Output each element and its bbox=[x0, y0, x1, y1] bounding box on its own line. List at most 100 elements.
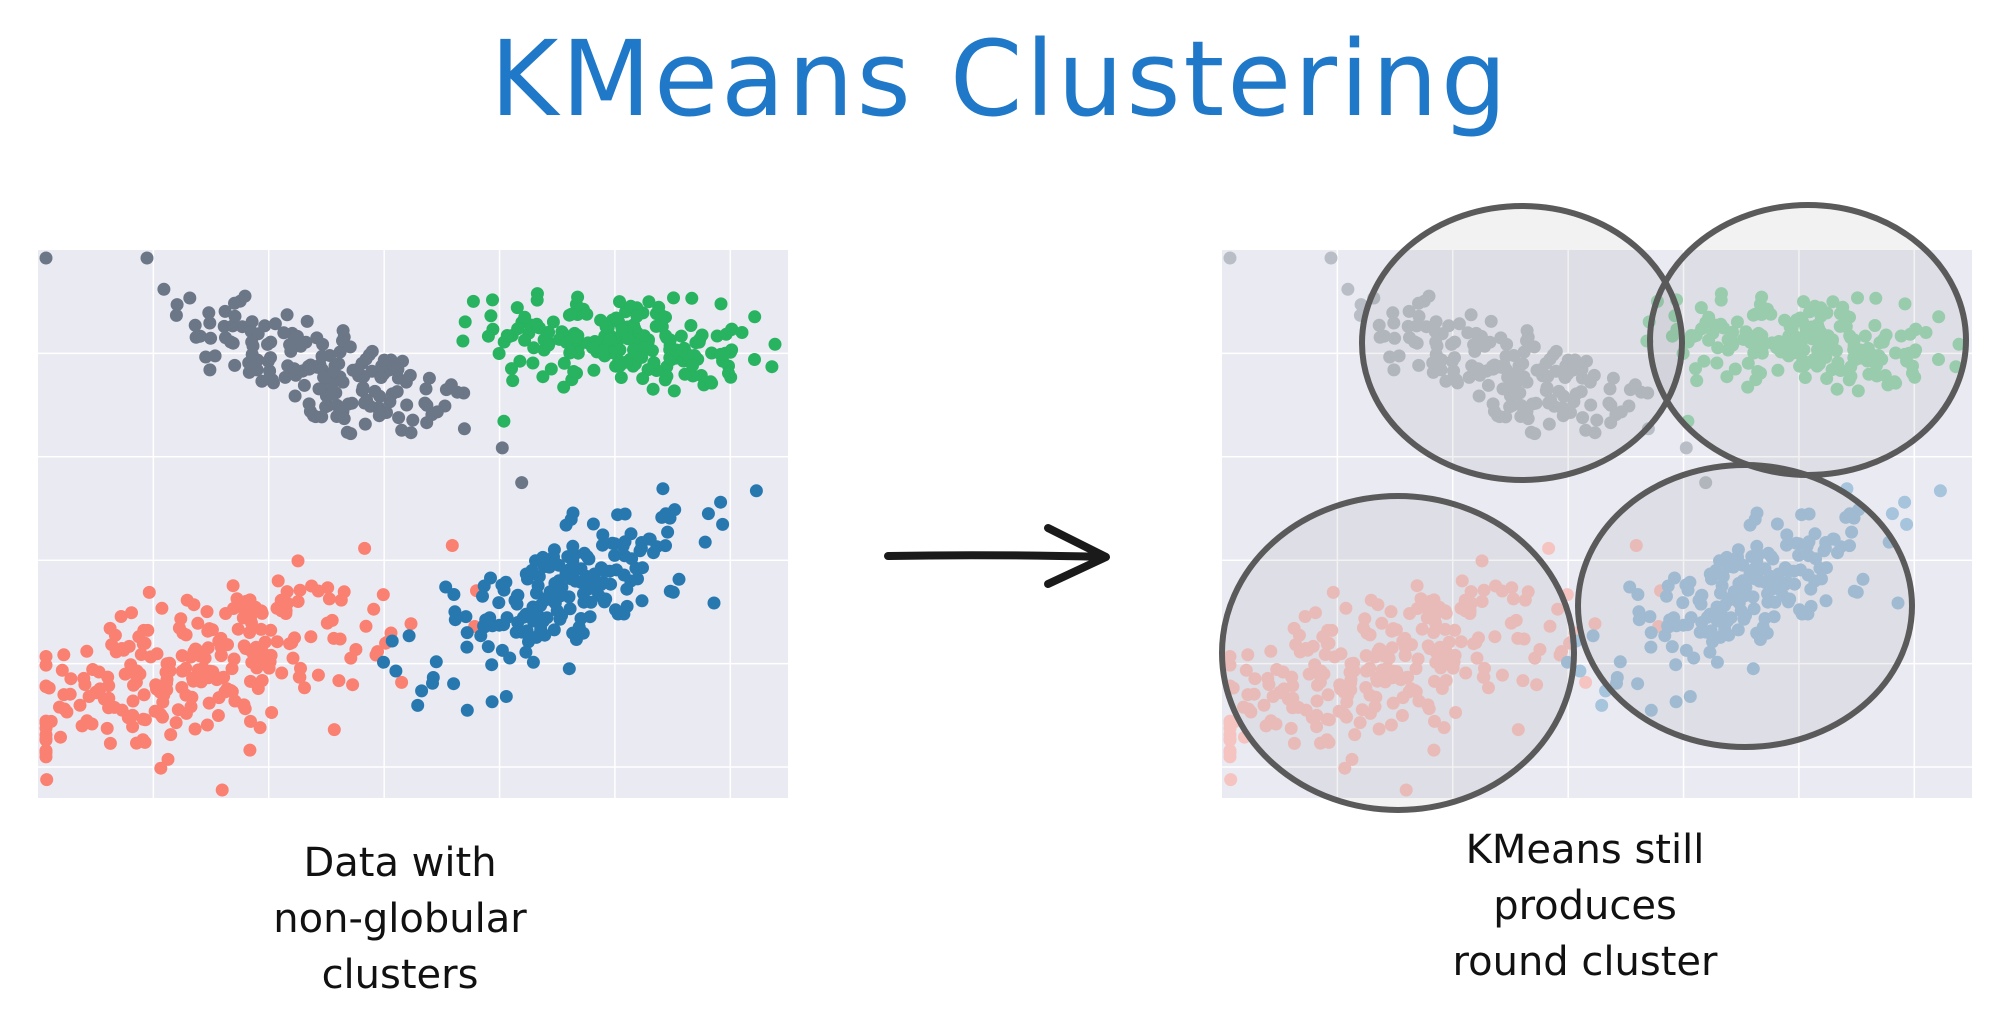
scatter-point bbox=[255, 374, 269, 388]
scatter-point bbox=[1429, 335, 1443, 349]
scatter-point bbox=[564, 572, 578, 586]
scatter-point bbox=[550, 604, 564, 618]
scatter-point bbox=[39, 251, 53, 265]
scatter-point bbox=[518, 333, 532, 347]
scatter-point bbox=[625, 552, 639, 566]
scatter-point bbox=[283, 338, 297, 352]
scatter-point bbox=[1384, 605, 1398, 619]
scatter-point bbox=[481, 329, 495, 343]
scatter-point bbox=[155, 601, 169, 615]
scatter-point bbox=[1819, 594, 1833, 608]
scatter-point bbox=[396, 354, 409, 368]
scatter-point bbox=[228, 296, 241, 310]
scatter-point bbox=[1750, 506, 1764, 520]
scatter-point bbox=[1467, 338, 1481, 352]
scatter-point bbox=[1898, 495, 1912, 509]
scatter-point bbox=[1446, 661, 1460, 675]
scatter-point bbox=[526, 655, 540, 669]
scatter-point bbox=[704, 375, 718, 389]
scatter-point bbox=[367, 602, 381, 616]
scatter-point bbox=[103, 736, 117, 750]
scatter-point bbox=[1411, 652, 1425, 666]
scatter-point bbox=[125, 606, 138, 620]
scatter-point bbox=[1793, 603, 1806, 617]
scatter-point bbox=[459, 610, 473, 624]
scatter-point bbox=[1952, 337, 1966, 351]
scatter-point bbox=[1455, 574, 1469, 588]
scatter-point bbox=[287, 362, 301, 376]
scatter-point bbox=[278, 370, 292, 384]
scatter-point bbox=[63, 687, 77, 701]
right-caption: KMeans still produces round cluster bbox=[1405, 822, 1765, 990]
scatter-point bbox=[642, 295, 656, 309]
scatter-point bbox=[659, 539, 672, 553]
scatter-point bbox=[1780, 528, 1794, 542]
scatter-point bbox=[395, 423, 409, 437]
scatter-point bbox=[359, 619, 373, 633]
scatter-point bbox=[596, 538, 609, 552]
scatter-point bbox=[228, 358, 242, 372]
scatter-point bbox=[1634, 385, 1648, 399]
scatter-point bbox=[1670, 293, 1683, 307]
scatter-point bbox=[317, 370, 331, 384]
scatter-point bbox=[474, 629, 488, 643]
scatter-point bbox=[238, 289, 252, 303]
scatter-point bbox=[547, 543, 561, 557]
scatter-point bbox=[358, 541, 372, 555]
scatter-point bbox=[1640, 334, 1654, 348]
scatter-point bbox=[1714, 293, 1728, 307]
scatter-point bbox=[1552, 384, 1566, 398]
scatter-point bbox=[597, 595, 611, 609]
scatter-point bbox=[536, 370, 550, 384]
scatter-point bbox=[646, 382, 660, 396]
scatter-point bbox=[57, 648, 71, 662]
scatter-point bbox=[678, 367, 692, 381]
scatter-point bbox=[40, 773, 54, 787]
scatter-point bbox=[609, 603, 622, 617]
scatter-point bbox=[1412, 296, 1425, 310]
scatter-point bbox=[1491, 409, 1504, 423]
scatter-point bbox=[422, 371, 436, 385]
scatter-point bbox=[609, 311, 623, 325]
scatter-point bbox=[636, 372, 650, 385]
scatter-point bbox=[477, 579, 491, 593]
scatter-point bbox=[1660, 589, 1673, 603]
scatter-point bbox=[1427, 593, 1441, 607]
scatter-point bbox=[1386, 306, 1400, 320]
scatter-point bbox=[384, 353, 398, 367]
scatter-point bbox=[1363, 661, 1377, 675]
scatter-point bbox=[634, 541, 648, 555]
scatter-point bbox=[616, 539, 630, 553]
scatter-point bbox=[39, 750, 53, 764]
scatter-point bbox=[1843, 310, 1856, 324]
scatter-point bbox=[1781, 595, 1795, 609]
scatter-point bbox=[1599, 684, 1613, 698]
scatter-point bbox=[707, 596, 721, 610]
scatter-point bbox=[674, 329, 688, 343]
scatter-point bbox=[1650, 294, 1664, 308]
scatter-point bbox=[1702, 310, 1716, 324]
scatter-point bbox=[596, 528, 610, 542]
scatter-point bbox=[1780, 344, 1794, 358]
scatter-point bbox=[78, 678, 92, 691]
scatter-point bbox=[1549, 344, 1563, 358]
scatter-point bbox=[1435, 682, 1449, 695]
scatter-point bbox=[518, 310, 532, 324]
scatter-point bbox=[368, 384, 382, 398]
scatter-point bbox=[180, 593, 194, 607]
scatter-point bbox=[481, 640, 495, 654]
scatter-point bbox=[1579, 423, 1593, 437]
scatter-point bbox=[557, 380, 571, 394]
scatter-point bbox=[228, 309, 242, 323]
scatter-point bbox=[1898, 347, 1912, 361]
scatter-point bbox=[429, 655, 443, 669]
scatter-point bbox=[1248, 672, 1262, 686]
scatter-point bbox=[555, 580, 569, 594]
scatter-point bbox=[337, 412, 351, 426]
scatter-point bbox=[1437, 721, 1451, 735]
scatter-point bbox=[150, 647, 164, 661]
scatter-point bbox=[1449, 706, 1463, 719]
scatter-point bbox=[1500, 337, 1514, 351]
scatter-point bbox=[117, 643, 131, 657]
scatter-point bbox=[1543, 619, 1557, 633]
